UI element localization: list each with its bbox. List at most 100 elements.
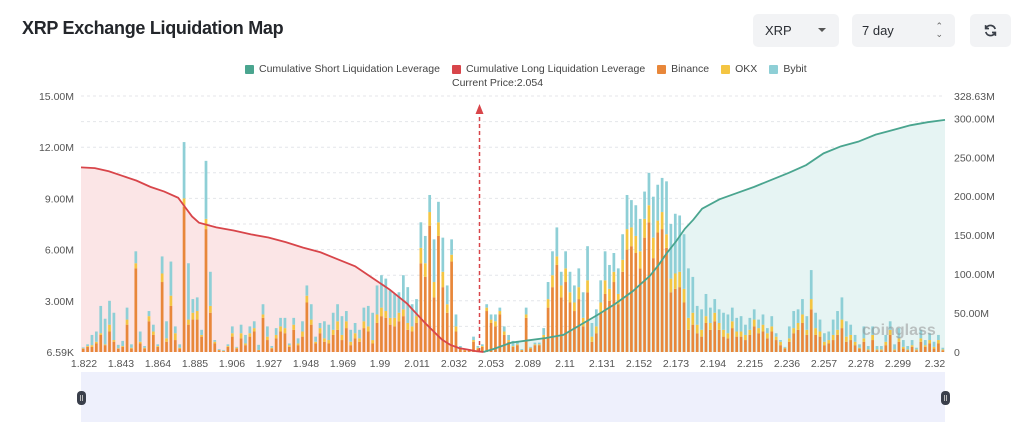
current-price-arrow-icon bbox=[475, 104, 484, 114]
x-tick-label: 1.948 bbox=[293, 358, 319, 370]
bar-binance bbox=[121, 346, 125, 352]
legend-item-binance[interactable]: Binance bbox=[657, 63, 709, 75]
bar-binance bbox=[656, 232, 660, 352]
bar-okx bbox=[406, 322, 410, 330]
bar-okx bbox=[331, 329, 335, 335]
bar-binance bbox=[401, 316, 405, 352]
bar-okx bbox=[542, 334, 546, 339]
legend-item-bybit[interactable]: Bybit bbox=[769, 63, 807, 75]
slider-handle-right[interactable] bbox=[941, 391, 950, 405]
bar-bybit bbox=[314, 336, 317, 342]
bar-binance bbox=[573, 311, 576, 352]
x-tick-label: 2.299 bbox=[885, 358, 911, 370]
bar-binance bbox=[932, 348, 936, 352]
bar-bybit bbox=[573, 285, 576, 303]
bar-binance bbox=[480, 346, 484, 352]
up-down-chevron-icon: ⌃ ⌄ bbox=[935, 21, 943, 39]
bar-okx bbox=[748, 329, 752, 335]
bar-bybit bbox=[568, 271, 572, 293]
bar-okx bbox=[932, 346, 936, 349]
bar-binance bbox=[928, 343, 932, 352]
legend-item-okx[interactable]: OKX bbox=[721, 63, 757, 75]
bar-binance bbox=[331, 334, 335, 352]
bar-okx bbox=[287, 345, 291, 347]
bar-bybit bbox=[349, 329, 353, 342]
time-range-select[interactable]: 7 day ⌃ ⌄ bbox=[852, 14, 955, 47]
bar-bybit bbox=[112, 312, 116, 341]
x-tick-label: 2.032 bbox=[441, 358, 467, 370]
y-right-tick-label: 100.00M bbox=[954, 269, 995, 281]
bar-binance bbox=[516, 345, 519, 352]
bar-bybit bbox=[691, 276, 695, 313]
bar-bybit bbox=[358, 329, 361, 339]
bar-bybit bbox=[450, 239, 453, 255]
bar-binance bbox=[336, 329, 339, 352]
legend-label: Bybit bbox=[783, 63, 807, 75]
bar-binance bbox=[555, 264, 559, 352]
bar-okx bbox=[713, 312, 717, 322]
bar-bybit bbox=[880, 346, 883, 350]
x-tick-label: 2.11 bbox=[555, 358, 575, 370]
bar-okx bbox=[594, 326, 598, 334]
bar-bybit bbox=[187, 263, 190, 320]
bar-okx bbox=[125, 319, 129, 325]
bar-bybit bbox=[445, 285, 449, 305]
bar-binance bbox=[116, 348, 120, 352]
bar-binance bbox=[726, 338, 730, 352]
bar-binance bbox=[888, 334, 892, 352]
y-right-tick-label: 328.63M bbox=[954, 91, 995, 103]
bar-binance bbox=[187, 324, 190, 352]
slider-handle-left[interactable] bbox=[77, 391, 86, 405]
bar-okx bbox=[441, 271, 445, 288]
bar-bybit bbox=[586, 246, 589, 281]
bar-binance bbox=[156, 346, 160, 352]
bar-okx bbox=[235, 347, 239, 349]
bar-bybit bbox=[818, 319, 822, 332]
bar-okx bbox=[296, 343, 300, 346]
bar-bybit bbox=[752, 309, 756, 320]
bar-binance bbox=[261, 317, 265, 352]
bar-binance bbox=[529, 348, 532, 352]
bar-binance bbox=[603, 293, 607, 352]
time-range-value: 7 day bbox=[862, 23, 894, 38]
bar-bybit bbox=[266, 326, 269, 337]
bar-bybit bbox=[428, 194, 432, 213]
bar-okx bbox=[730, 321, 734, 329]
bar-okx bbox=[209, 305, 212, 313]
bar-bybit bbox=[796, 309, 800, 323]
bar-okx bbox=[901, 346, 905, 349]
bar-okx bbox=[840, 319, 844, 329]
bar-bybit bbox=[700, 309, 703, 330]
bar-okx bbox=[239, 333, 243, 339]
range-slider[interactable] bbox=[81, 372, 945, 422]
y-left-tick-label: 15.00M bbox=[39, 91, 74, 103]
bar-okx bbox=[397, 312, 401, 322]
bar-okx bbox=[691, 312, 695, 325]
bar-bybit bbox=[730, 307, 734, 322]
y-right-tick-label: 0 bbox=[954, 347, 960, 359]
bar-okx bbox=[401, 309, 405, 317]
bar-binance bbox=[695, 333, 699, 352]
bar-binance bbox=[489, 322, 493, 352]
bar-okx bbox=[573, 302, 576, 312]
bar-okx bbox=[327, 340, 331, 344]
legend-item-long[interactable]: Cumulative Long Liquidation Leverage bbox=[451, 63, 645, 75]
refresh-button[interactable] bbox=[970, 14, 1011, 47]
bar-bybit bbox=[99, 305, 103, 334]
legend-item-short[interactable]: Cumulative Short Liquidation Leverage bbox=[245, 63, 440, 75]
bar-binance bbox=[638, 268, 642, 352]
bar-okx bbox=[169, 295, 173, 306]
bar-bybit bbox=[86, 344, 89, 347]
page-title: XRP Exchange Liquidation Map bbox=[22, 18, 284, 38]
bar-bybit bbox=[287, 343, 291, 346]
coin-select[interactable]: XRP bbox=[753, 14, 839, 47]
legend-label: OKX bbox=[735, 63, 758, 75]
bar-okx bbox=[590, 336, 594, 342]
legend-label: Cumulative Short Liquidation Leverage bbox=[259, 63, 440, 75]
bar-binance bbox=[533, 345, 537, 352]
bar-okx bbox=[831, 334, 835, 341]
bar-binance bbox=[252, 331, 256, 352]
bar-okx bbox=[520, 349, 524, 351]
bar-binance bbox=[353, 338, 357, 352]
bar-bybit bbox=[480, 344, 484, 347]
